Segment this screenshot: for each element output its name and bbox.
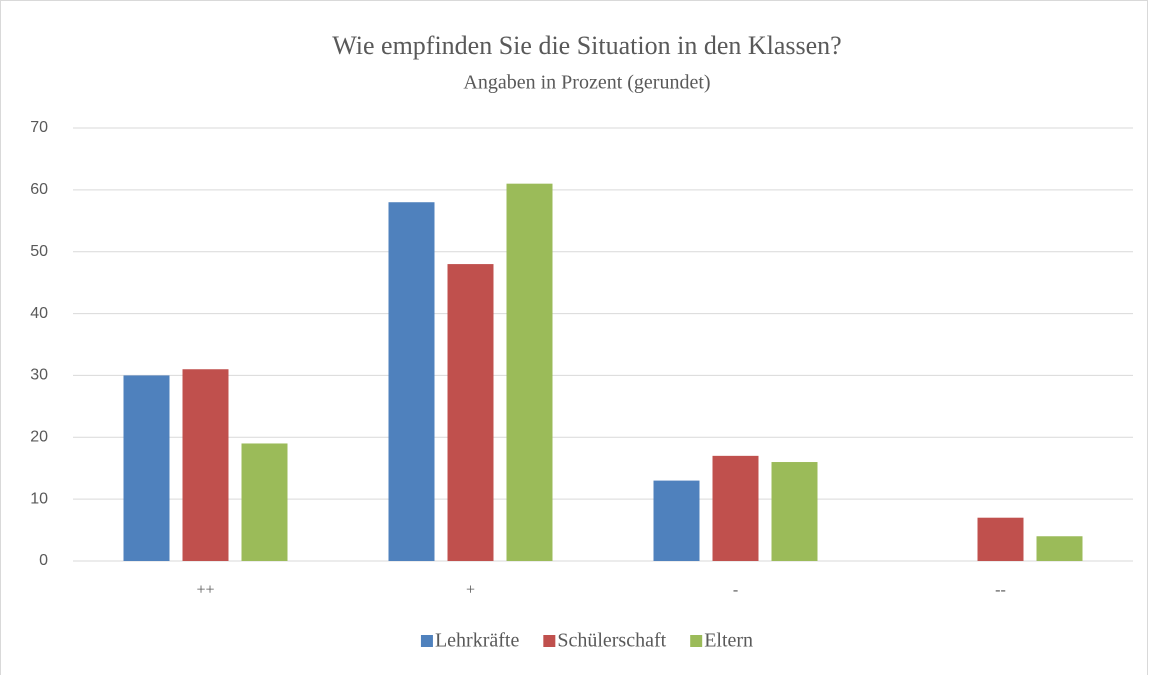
legend-label: Schülerschaft (557, 630, 666, 652)
y-tick-label: 70 (30, 119, 48, 136)
bar (182, 369, 229, 561)
bar (977, 517, 1024, 561)
bar (712, 455, 759, 561)
x-tick-label: -- (995, 582, 1006, 599)
x-tick-label: ++ (196, 582, 214, 599)
y-tick-label: 30 (30, 367, 48, 384)
x-tick-label: + (466, 582, 475, 599)
bar (1036, 536, 1083, 561)
bar (123, 375, 170, 561)
bar (653, 480, 700, 561)
legend-label: Eltern (704, 630, 753, 652)
y-tick-label: 10 (30, 490, 48, 507)
y-tick-label: 50 (30, 243, 48, 260)
y-tick-label: 20 (30, 429, 48, 446)
y-tick-label: 60 (30, 181, 48, 198)
y-tick-label: 40 (30, 305, 48, 322)
bar (388, 202, 435, 561)
legend-swatch (543, 635, 556, 647)
x-tick-label: - (733, 582, 738, 599)
legend-swatch (420, 635, 433, 647)
y-tick-label: 0 (39, 552, 48, 569)
chart-title: Wie empfinden Sie die Situation in den K… (332, 31, 841, 60)
bar (241, 443, 288, 561)
chart-subtitle: Angaben in Prozent (gerundet) (463, 72, 710, 94)
legend-swatch (690, 635, 703, 647)
bar (506, 183, 553, 561)
bar (447, 264, 494, 561)
bar (771, 462, 818, 561)
legend-label: Lehrkräfte (435, 630, 520, 652)
